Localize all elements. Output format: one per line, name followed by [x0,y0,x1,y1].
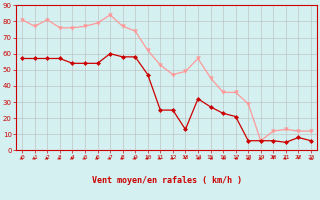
X-axis label: Vent moyen/en rafales ( km/h ): Vent moyen/en rafales ( km/h ) [92,176,242,185]
